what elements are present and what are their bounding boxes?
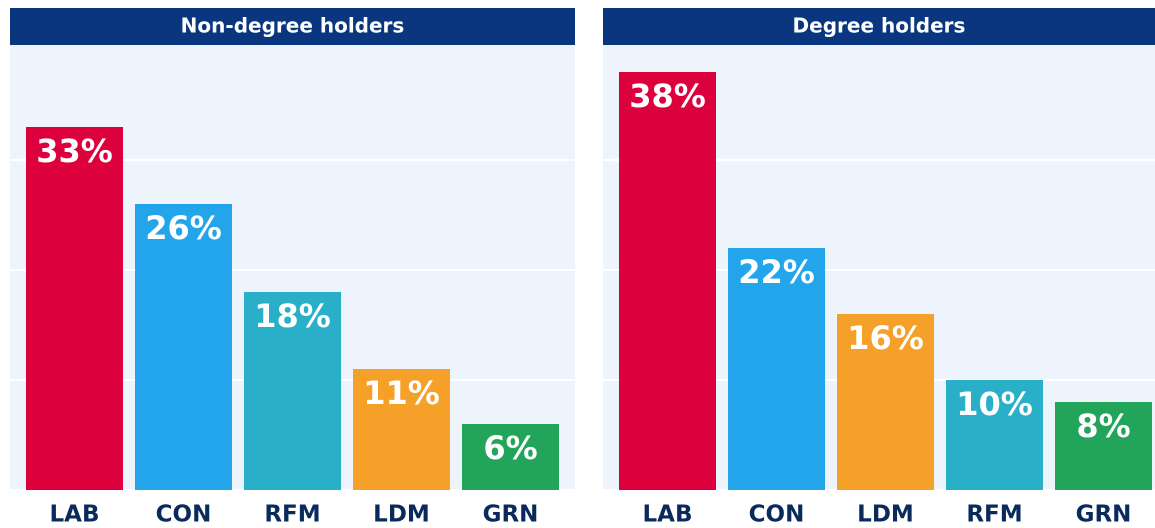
bar — [244, 292, 341, 490]
x-tick-label: LDM — [857, 502, 914, 528]
x-tick-label: RFM — [966, 502, 1022, 528]
value-label: 26% — [145, 209, 222, 247]
bar — [462, 424, 559, 490]
bar — [946, 380, 1043, 490]
bar — [728, 248, 825, 490]
bar — [135, 204, 232, 490]
panel-title: Degree holders — [793, 14, 966, 38]
x-tick-label: GRN — [483, 502, 539, 528]
x-tick-label: CON — [749, 502, 805, 528]
value-label: 11% — [363, 374, 440, 412]
value-label: 38% — [629, 77, 706, 115]
bar — [26, 127, 123, 490]
panel-header — [10, 8, 575, 45]
panel-title: Non-degree holders — [181, 14, 405, 38]
value-label: 16% — [847, 319, 924, 357]
bar — [353, 369, 450, 490]
value-label: 18% — [254, 297, 331, 335]
x-tick-label: GRN — [1076, 502, 1132, 528]
x-tick-label: CON — [156, 502, 212, 528]
value-label: 8% — [1076, 407, 1130, 445]
x-tick-label: LAB — [643, 502, 693, 528]
value-label: 6% — [483, 429, 537, 467]
x-tick-label: RFM — [264, 502, 320, 528]
bar — [619, 72, 716, 490]
x-tick-label: LAB — [50, 502, 100, 528]
value-label: 33% — [36, 132, 113, 170]
panel-header — [603, 8, 1155, 45]
bar — [1055, 402, 1152, 490]
value-label: 22% — [738, 253, 815, 291]
bar — [837, 314, 934, 490]
value-label: 10% — [956, 385, 1033, 423]
x-tick-label: LDM — [373, 502, 430, 528]
